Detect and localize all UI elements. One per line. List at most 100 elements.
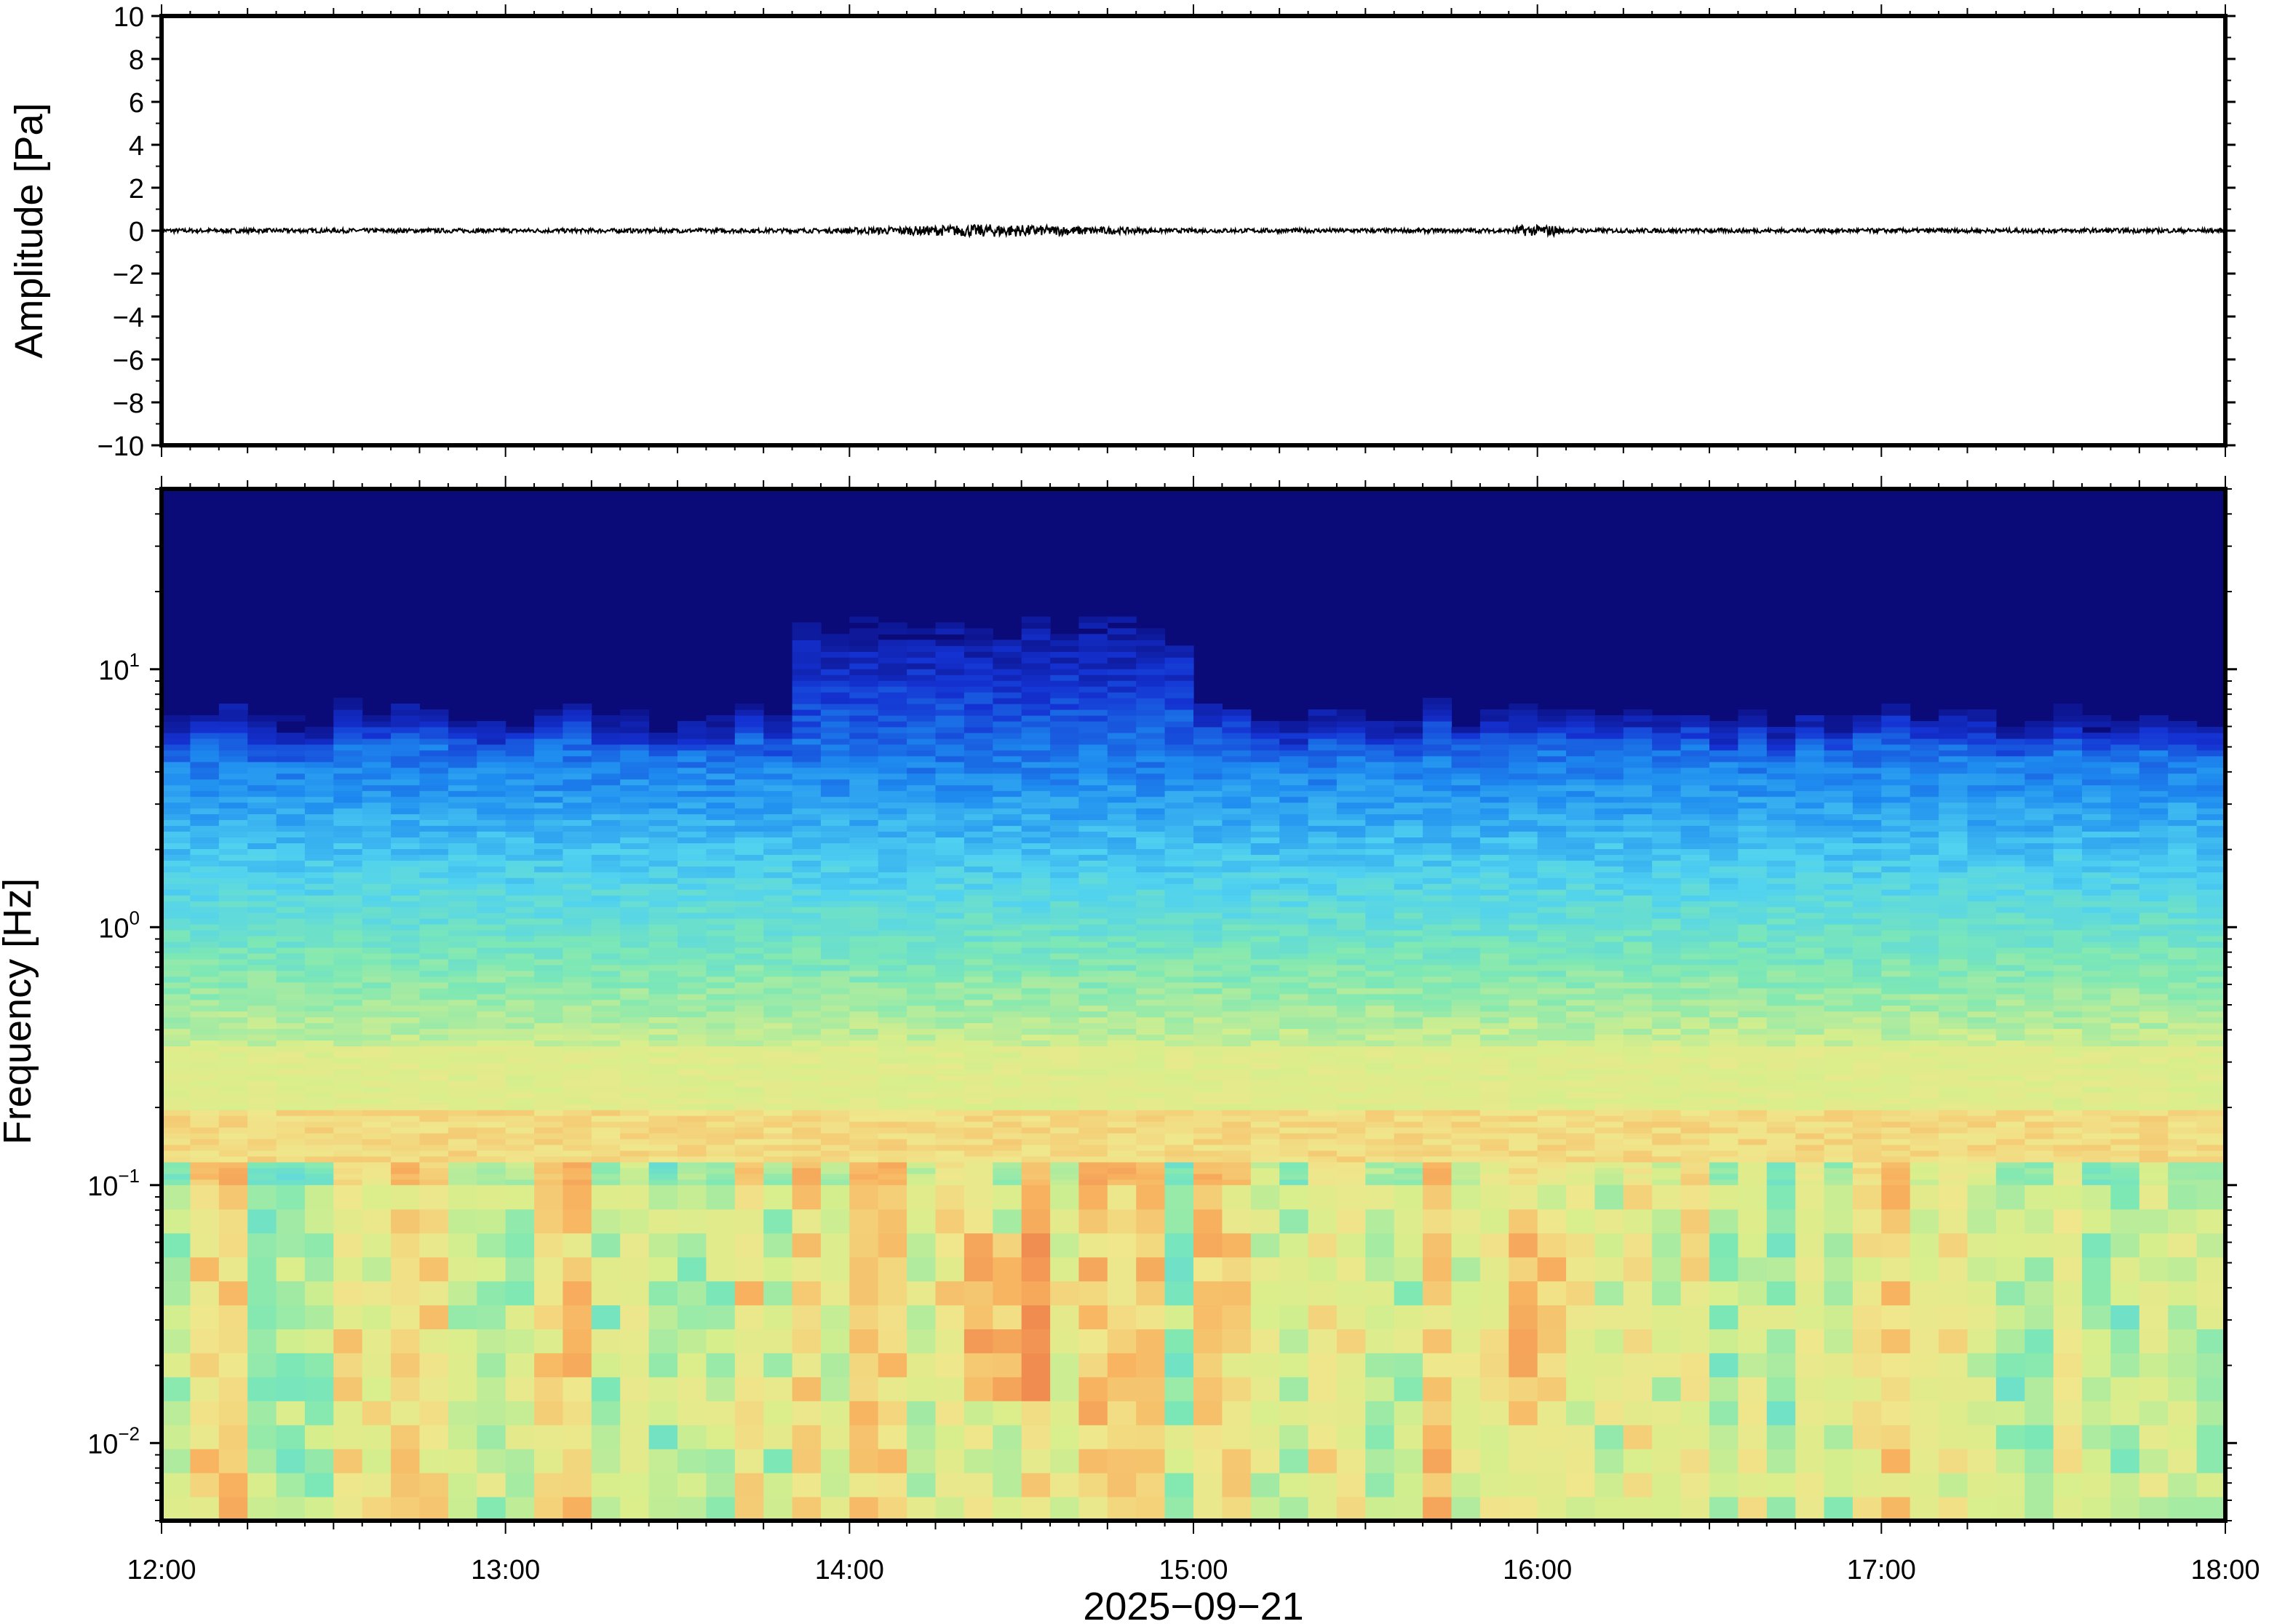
spectrogram-cell [1164,1305,1194,1329]
spectrogram-cell [907,674,937,681]
spectrogram-cell [1394,1080,1423,1087]
spectrogram-cell [1451,1133,1481,1139]
spectrogram-cell [878,1069,907,1075]
spectrogram-cell [419,1133,449,1139]
spectrogram-cell [677,1005,707,1012]
spectrogram-cell [276,1233,306,1258]
spectrogram-cell [907,1127,937,1134]
spectrogram-cell [1394,964,1423,971]
spectrogram-cell [878,628,907,634]
spectrogram-cell [993,749,1022,757]
spectrogram-cell [820,1353,850,1377]
spectrogram-cell [1308,843,1338,849]
spectrogram-cell [963,1167,993,1174]
spectrogram-cell [1365,1080,1395,1087]
spectrogram-cell [276,924,306,931]
spectrogram-cell [1222,1185,1252,1210]
spectrogram-cell [1078,1377,1108,1401]
spectrogram-cell [1336,796,1366,803]
spectrogram-cell [1308,935,1338,942]
spectrogram-cell [1365,1425,1395,1449]
spectrogram-cell [1107,1075,1137,1081]
spectrogram-cell [1021,843,1051,849]
spectrogram-cell [792,889,822,896]
spectrogram-cell [419,837,449,843]
spectrogram-cell [534,848,564,855]
spectrogram-cell [792,1173,822,1180]
spectrogram-cell [1365,1133,1395,1139]
spectrogram-cell [820,889,850,896]
spectrogram-cell [1136,918,1166,925]
spectrogram-cell [1193,1121,1223,1128]
spectrogram-cell [419,1139,449,1145]
spectrogram-cell [304,1497,334,1521]
spectrogram-cell [706,1098,736,1104]
spectrogram-cell [1509,761,1538,768]
spectrogram-cell [162,1155,191,1163]
spectrogram-cell [1279,1377,1309,1401]
spectrogram-cell [1336,1075,1366,1081]
spectrogram-cell [534,1233,564,1258]
spectrogram-cell [792,796,822,803]
spectrogram-cell [907,1161,937,1169]
spectrogram-cell [505,1133,535,1139]
spectrogram-cell [963,1098,993,1104]
spectrogram-cell [534,964,564,971]
spectrogram-cell [820,761,850,768]
spectrogram-cell [190,982,220,989]
spectrogram-cell [1164,767,1194,774]
spectrogram-cell [677,970,707,977]
spectrogram-cell [1078,1092,1108,1099]
spectrogram-cell [907,866,937,872]
spectrogram-cell [162,761,191,768]
spectrogram-cell [1164,848,1194,855]
spectrogram-cell [448,1139,477,1145]
spectrogram-cell [1509,1011,1538,1018]
spectrogram-cell [563,935,592,942]
spectrogram-cell [1279,1069,1309,1075]
spectrogram-cell [1193,1046,1223,1052]
spectrogram-cell [304,976,334,983]
spectrogram-cell [391,1098,421,1104]
spectrogram-cell [218,709,248,716]
spectrogram-cell [1021,1173,1051,1180]
spectrogram-cell [1451,1353,1481,1377]
spectrogram-cell [1423,1353,1453,1377]
spectrogram-cell [763,1150,793,1157]
spectrogram-cell [849,726,879,733]
spectrogram-cell [1164,901,1194,907]
spectrogram-cell [1250,1046,1280,1052]
spectrogram-cell [878,1034,907,1041]
spectrogram-cell [591,819,621,827]
spectrogram-cell [792,1104,822,1110]
spectrogram-cell [1365,1051,1395,1058]
spectrogram-cell [907,843,937,849]
spectrogram-cell [1164,1155,1194,1163]
spectrogram-cell [391,1046,421,1052]
spectrogram-cell [706,1257,736,1282]
spectrogram-cell [1336,1016,1366,1024]
spectrogram-cell [591,1063,621,1070]
spectrogram-cell [304,1069,334,1075]
spectrogram-cell [1308,755,1338,763]
spectrogram-cell [1050,1098,1080,1104]
spectrogram-cell [648,819,678,827]
spectrogram-cell [534,1377,564,1401]
spectrogram-cell [1250,837,1280,843]
spectrogram-cell [963,866,993,872]
spectrogram-cell [333,1150,363,1157]
spectrogram-cell [1021,918,1051,925]
spectrogram-cell [820,640,850,646]
spectrogram-cell [1021,790,1051,797]
spectrogram-cell [1336,941,1366,948]
spectrogram-cell [792,970,822,977]
spectrogram-cell [763,918,793,925]
spectrogram-cell [1423,767,1453,774]
spectrogram-cell [304,1051,334,1058]
spectrogram-cell [734,1150,764,1157]
spectrogram-cell [648,1057,678,1064]
spectrogram-cell [1509,813,1538,821]
spectrogram-cell [534,1209,564,1234]
spectrogram-cell [963,1028,993,1035]
spectrogram-cell [706,1139,736,1145]
